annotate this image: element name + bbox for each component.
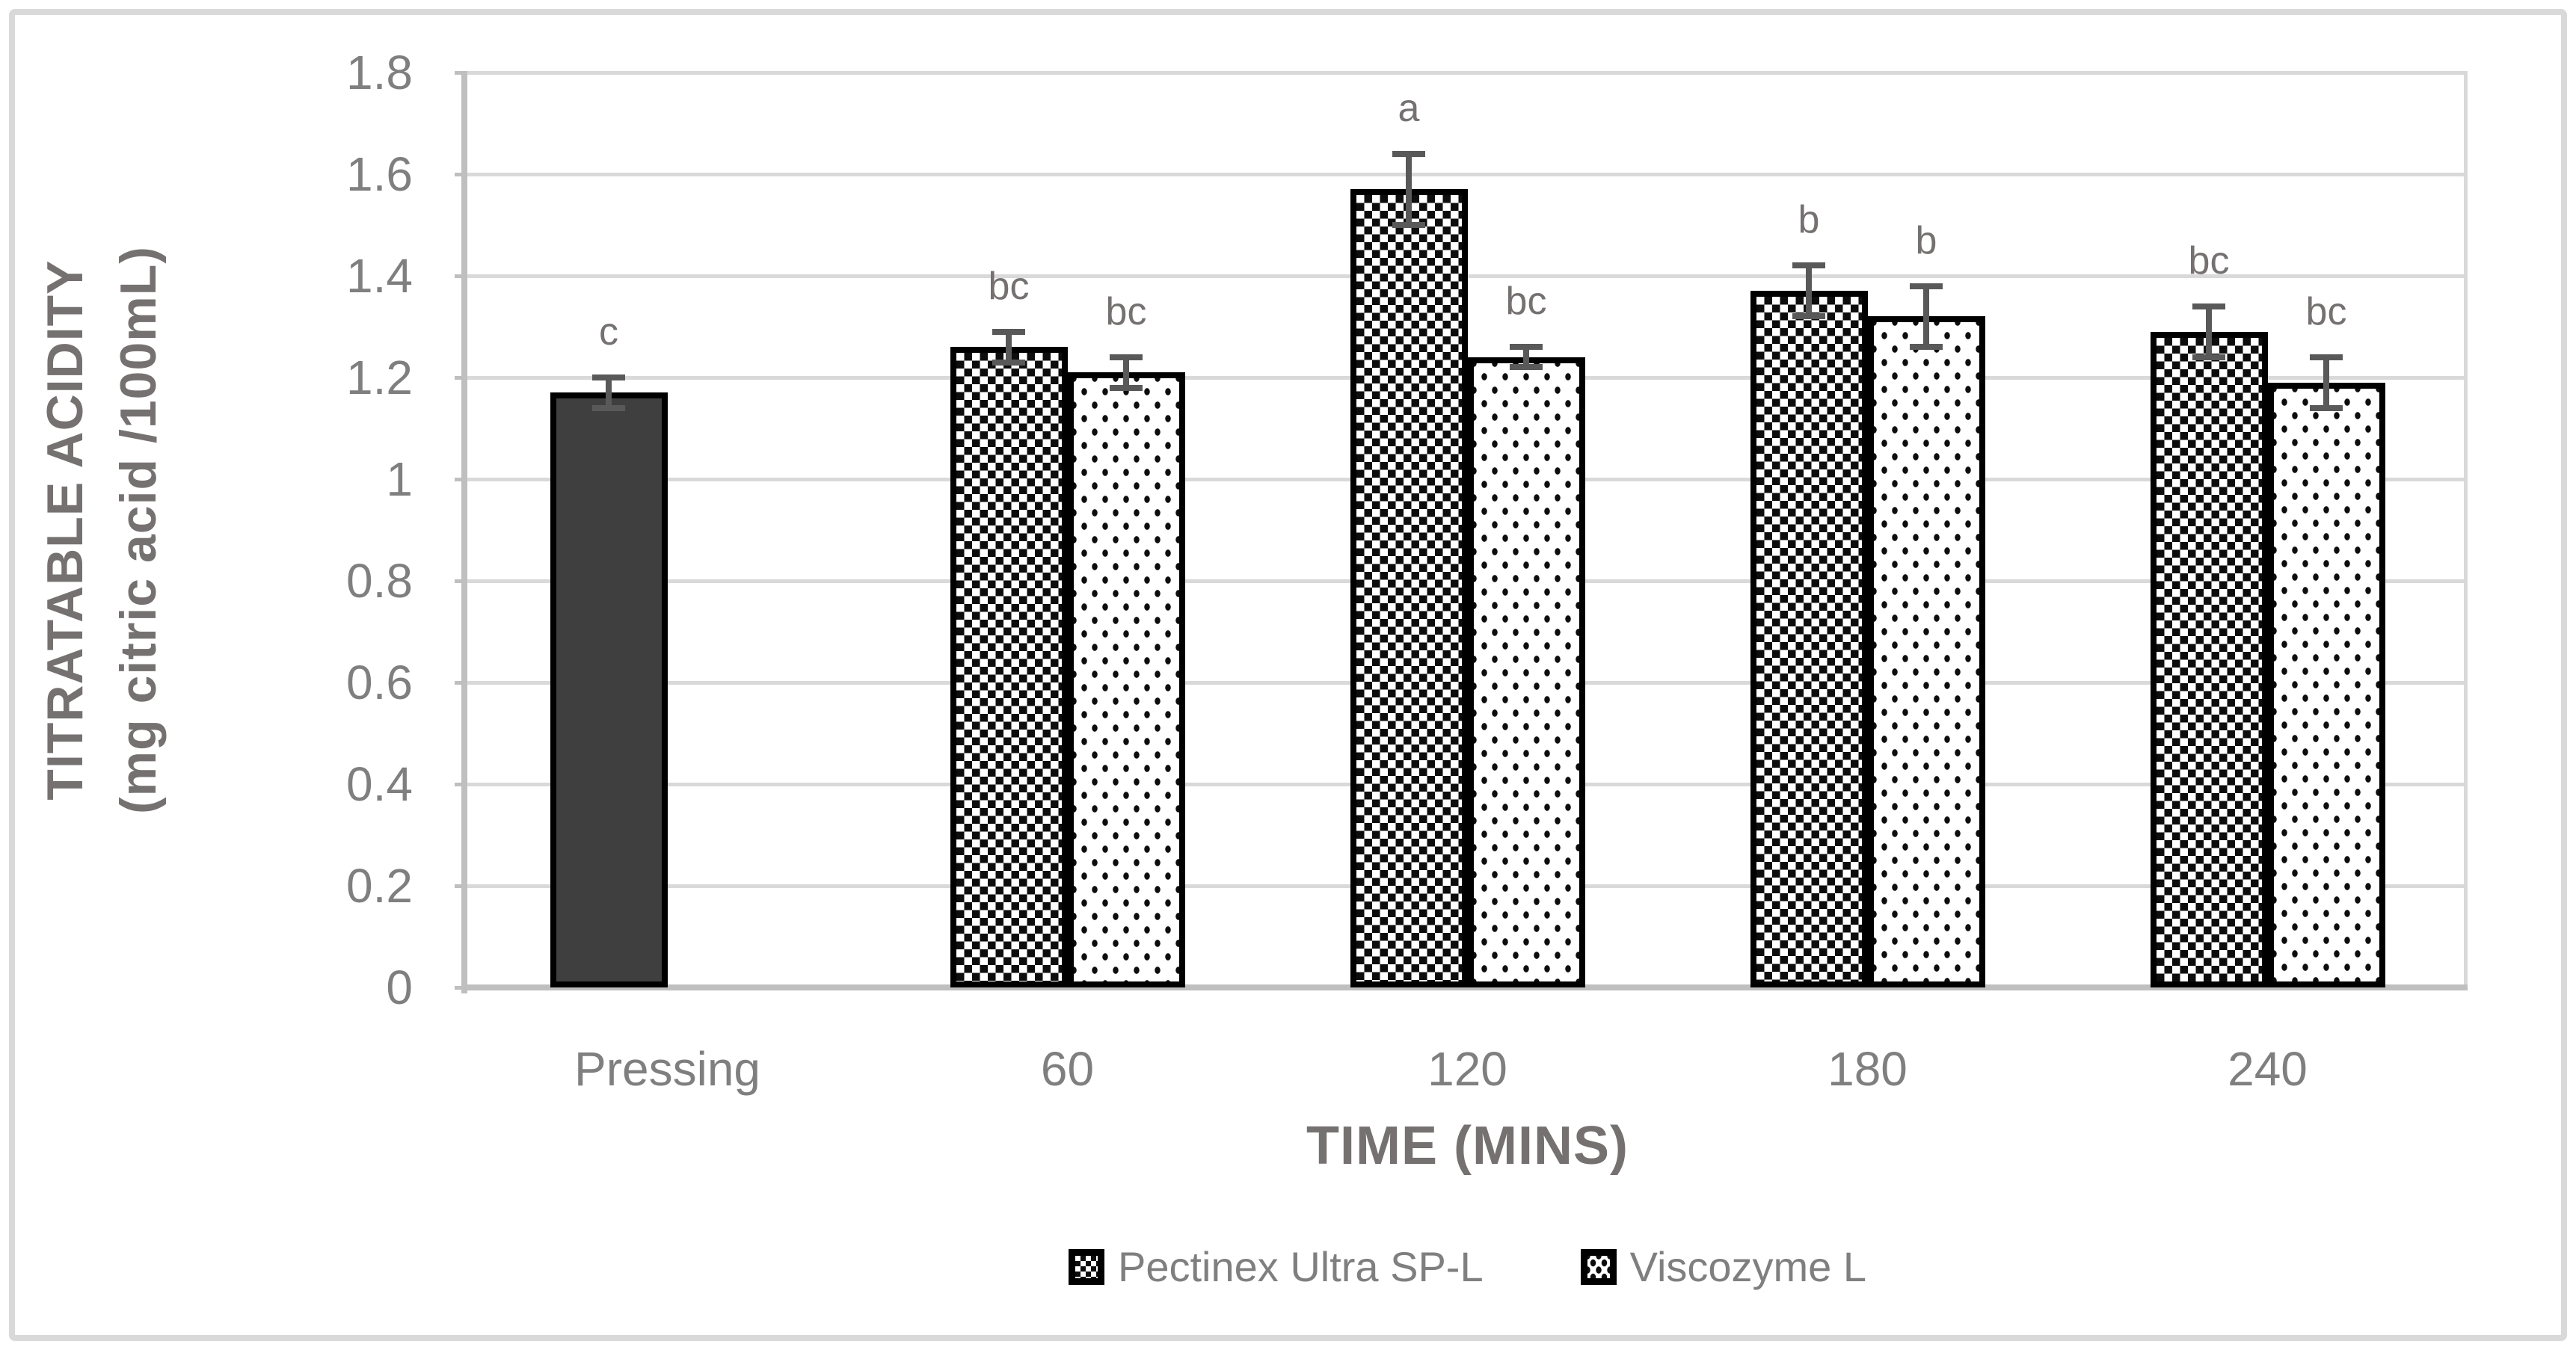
figure-border [9,9,2567,1341]
error-bar-viscozyme-l-120 [1523,347,1529,368]
error-bar-cap-top [1910,283,1943,289]
y-tick-1.8 [455,71,467,75]
x-category-label-60: 60 [1040,1042,1095,1096]
y-axis-title-line2: (mg citric acid /100mL) [110,246,167,814]
bar-pectinex-ultra-sp-l-180 [1750,291,1868,987]
legend-swatch-viscozyme-pattern-icon [1580,1249,1617,1285]
y-tick-label: 1.8 [346,46,413,99]
y-tick-0.8 [455,579,467,583]
error-bar-viscozyme-l-240 [2323,357,2329,408]
legend: Pectinex Ultra SP-L Viscozyme L [467,1230,2468,1304]
error-bar-cap-bottom [992,359,1025,366]
error-bar-pectinex-ultra-sp-l-180 [1806,265,1812,317]
y-tick-1 [455,478,467,481]
y-tick-0.2 [455,884,467,888]
legend-label-pectinex: Pectinex Ultra SP-L [1117,1243,1484,1290]
x-category-label-180: 180 [1828,1042,1908,1096]
bar-viscozyme-l-120 [1467,357,1585,987]
x-axis-title: TIME (MINS) [1306,1116,1629,1176]
error-bar-cap-bottom [1392,222,1425,228]
y-axis-title-line1: TITRATABLE ACIDITY [37,259,93,801]
sig-letter-viscozyme-l-180: b [1915,218,1937,262]
x-category-label-pressing: Pressing [574,1042,760,1096]
y-tick-label: 1.6 [346,147,413,201]
error-bar-cap-top [1510,344,1543,351]
sig-letter-pectinex-ultra-sp-l-240: bc [2188,238,2230,283]
error-bar-cap-bottom [2310,404,2343,411]
x-category-label-120: 120 [1427,1042,1507,1096]
error-bar-pectinex-ultra-sp-l-240 [2206,306,2212,357]
y-tick-label: 0.6 [346,656,413,709]
y-tick-label: 1.2 [346,351,413,404]
error-bar-cap-top [2192,303,2225,309]
sig-letter-viscozyme-l-240: bc [2305,289,2347,333]
error-bar-cap-bottom [592,404,625,411]
legend-entry-pectinex: Pectinex Ultra SP-L [1068,1243,1484,1290]
y-tick-0.6 [455,681,467,685]
error-bar-cap-top [592,375,625,380]
x-category-label-240: 240 [2228,1042,2308,1096]
error-bar-cap-top [1392,150,1425,157]
error-bar-pectinex-ultra-sp-l-120 [1406,153,1412,225]
error-bar-cap-bottom [1910,344,1943,351]
sig-letter-pectinex-ultra-sp-l-120: a [1398,86,1420,130]
error-bar-cap-top [992,328,1025,335]
bar-pectinex-ultra-sp-l-240 [2150,331,2268,987]
error-bar-cap-top [1110,354,1143,360]
y-tick-label: 1 [386,452,413,506]
y-tick-1.2 [455,376,467,380]
gridline-1.8 [467,71,2468,75]
plot-right-border [2464,73,2468,987]
error-bar-pectinex-ultra-sp-l-60 [1006,331,1012,363]
error-bar-pressing-pressing [606,377,612,408]
error-bar-cap-bottom [2192,354,2225,360]
y-tick-1.4 [455,274,467,278]
x-axis-line [461,984,2468,990]
bar-pressing-pressing [550,392,668,987]
error-bar-viscozyme-l-60 [1123,357,1129,388]
bar-pectinex-ultra-sp-l-120 [1350,189,1468,987]
y-tick-label: 0.2 [346,859,413,913]
y-tick-label: 0.4 [346,757,413,811]
legend-label-viscozyme: Viscozyme L [1629,1243,1867,1290]
error-bar-cap-top [2310,354,2343,360]
legend-swatch-pectinex-pattern-icon [1068,1249,1104,1285]
y-tick-0 [455,986,467,990]
y-axis-title: TITRATABLE ACIDITY (mg citric acid /100m… [28,73,215,987]
bar-viscozyme-l-180 [1867,316,1985,987]
bar-pectinex-ultra-sp-l-60 [950,347,1068,987]
y-tick-label: 1.4 [346,249,413,303]
y-tick-label: 0 [386,961,413,1014]
y-tick-label: 0.8 [346,554,413,608]
error-bar-cap-top [1792,262,1825,269]
sig-letter-pectinex-ultra-sp-l-180: b [1798,198,1820,242]
error-bar-cap-bottom [1110,384,1143,391]
sig-letter-viscozyme-l-60: bc [1105,289,1147,333]
legend-entry-viscozyme: Viscozyme L [1580,1243,1867,1290]
bar-viscozyme-l-240 [2267,382,2385,987]
sig-letter-viscozyme-l-120: bc [1505,280,1547,324]
y-tick-1.6 [455,173,467,176]
error-bar-viscozyme-l-180 [1923,286,1929,348]
sig-letter-pressing-pressing: c [599,310,618,354]
y-tick-0.4 [455,783,467,786]
error-bar-cap-bottom [1792,313,1825,320]
bar-viscozyme-l-60 [1067,372,1185,987]
error-bar-cap-bottom [1510,364,1543,371]
gridline-1.6 [467,173,2468,176]
sig-letter-pectinex-ultra-sp-l-60: bc [988,264,1030,308]
y-axis-line [461,73,467,993]
gridline-1.4 [467,274,2468,278]
